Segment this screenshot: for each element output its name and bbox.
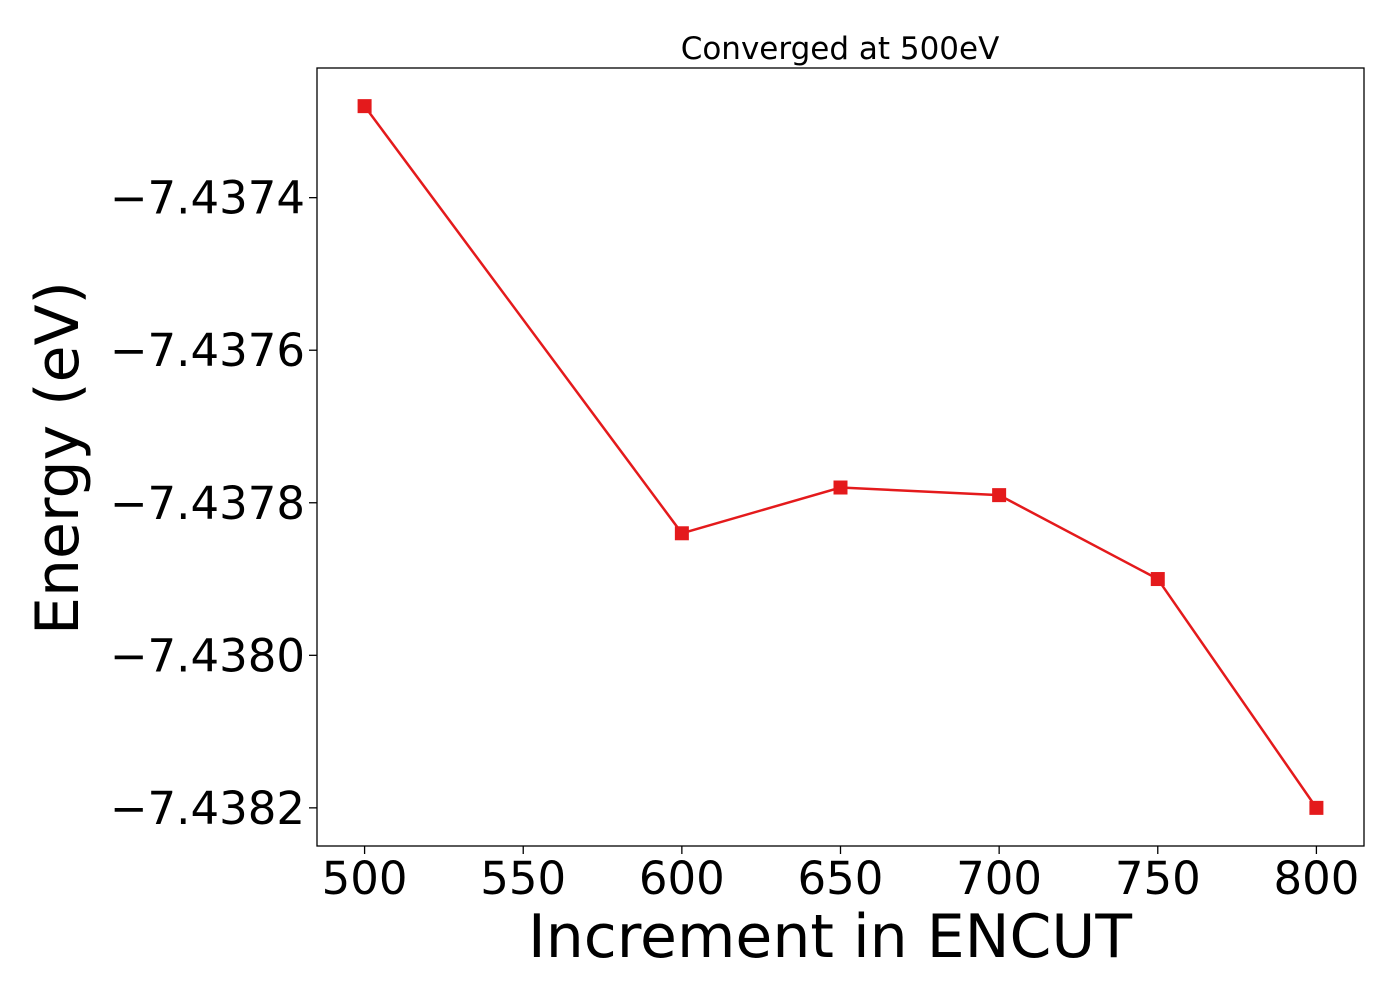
x-tick-label: 500 [322,852,408,905]
x-tick-label: 550 [480,852,566,905]
x-tick-label: 800 [1273,852,1359,905]
data-point-marker [674,526,689,541]
x-tick-label: 600 [639,852,725,905]
data-point-marker [992,488,1007,503]
plot-frame [316,67,1365,847]
y-tick-label: −7.4374 [110,172,305,225]
data-point-marker [1150,572,1165,587]
chart-title: Converged at 500eV [681,31,1000,67]
x-tick-label: 750 [1115,852,1201,905]
data-point-marker [357,99,372,114]
data-point-marker [1309,800,1324,815]
y-tick-label: −7.4382 [110,782,305,835]
x-tick-label: 700 [956,852,1042,905]
series-layer [357,99,1324,815]
y-axis-ticks: −7.4374 −7.4376 −7.4378 −7.4380 −7.4382 [110,172,317,835]
x-tick-label: 650 [798,852,884,905]
x-axis-ticks: 500 550 600 650 700 750 800 [322,846,1359,905]
y-tick-label: −7.4380 [110,629,305,682]
data-point-marker [833,480,848,495]
y-tick-label: −7.4378 [110,477,305,530]
series-line [363,105,1318,809]
y-tick-label: −7.4376 [110,324,305,377]
x-axis-label: Increment in ENCUT [528,902,1132,972]
y-axis-label: Energy (eV) [23,281,93,635]
